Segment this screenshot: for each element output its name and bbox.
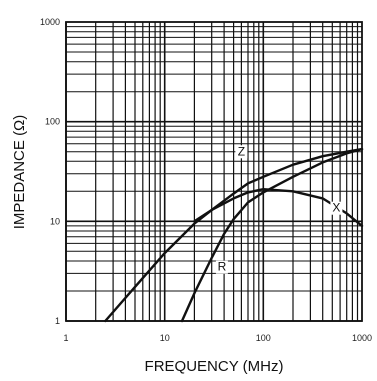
x-tick-label: 10 bbox=[160, 333, 170, 343]
plot-frame bbox=[65, 21, 363, 322]
x-axis-label: FREQUENCY (MHz) bbox=[145, 358, 284, 375]
series-line-z bbox=[104, 147, 364, 323]
curve-labels: Z X R bbox=[215, 144, 343, 274]
curve-label-background bbox=[330, 201, 343, 215]
curve-label-x: X bbox=[332, 201, 340, 215]
tick-labels: 1 10 100 1000 1 10 100 1000 bbox=[40, 17, 372, 343]
y-tick-label: 1 bbox=[55, 316, 60, 326]
x-tick-label: 1000 bbox=[352, 333, 372, 343]
x-tick-label: 100 bbox=[256, 333, 271, 343]
y-tick-label: 10 bbox=[50, 216, 60, 226]
curve-label-background bbox=[235, 145, 248, 159]
y-axis-label: IMPEDANCE (Ω) bbox=[11, 115, 28, 230]
chart-grid bbox=[65, 21, 363, 322]
y-tick-label: 100 bbox=[45, 117, 60, 127]
curve-label-background bbox=[215, 260, 228, 274]
y-tick-label: 1000 bbox=[40, 17, 60, 27]
curve-label-z: Z bbox=[238, 144, 245, 158]
curve-label-r: R bbox=[218, 260, 227, 274]
series-line-r bbox=[180, 147, 364, 323]
x-tick-label: 1 bbox=[63, 333, 68, 343]
